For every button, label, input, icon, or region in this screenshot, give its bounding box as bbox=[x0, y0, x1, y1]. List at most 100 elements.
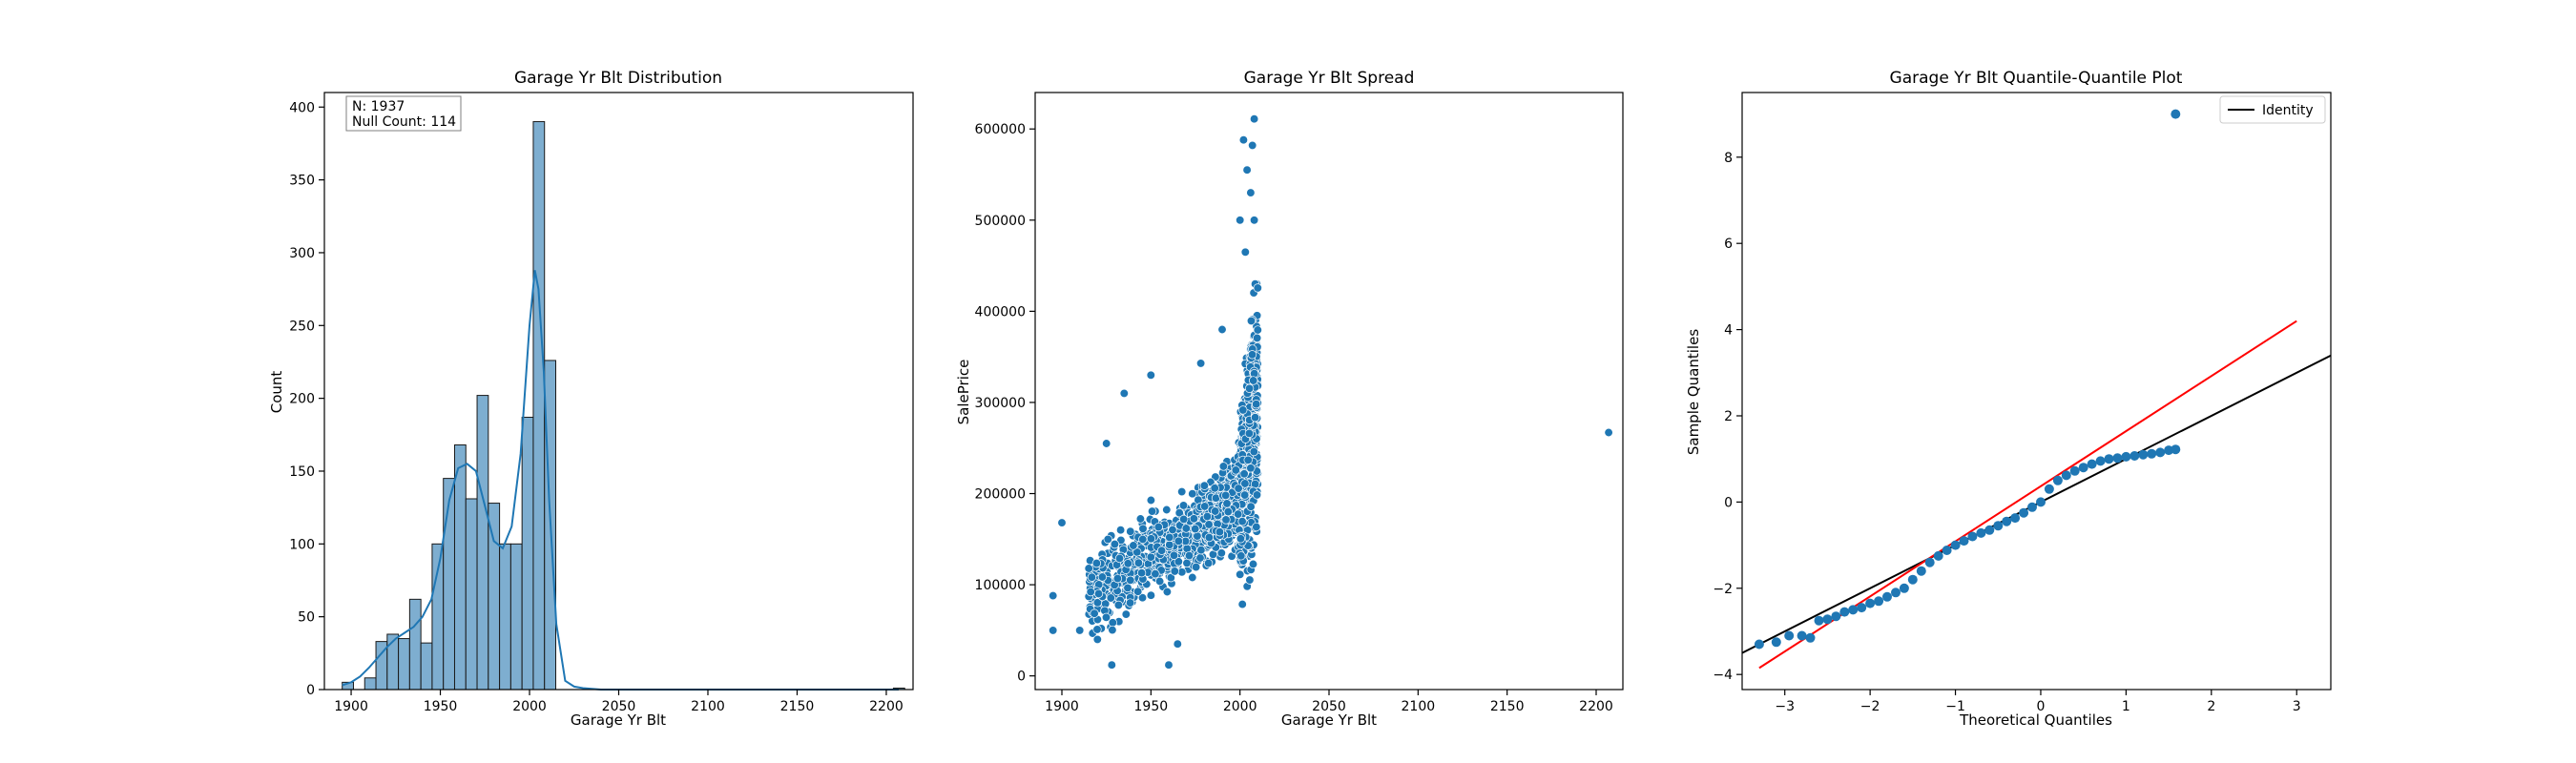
quantile-point bbox=[1771, 637, 1781, 648]
quantile-point bbox=[2147, 448, 2157, 459]
scatter-point bbox=[1216, 548, 1226, 558]
scatter-point bbox=[1246, 316, 1257, 326]
scatter-point bbox=[1249, 114, 1259, 124]
spread-xtick-label: 2000 bbox=[1223, 699, 1257, 714]
histogram-bar bbox=[453, 443, 467, 691]
spread-xlabel: Garage Yr Blt bbox=[1281, 711, 1377, 729]
scatter-point bbox=[1223, 506, 1233, 517]
histogram-xtick-label: 1900 bbox=[334, 699, 368, 714]
scatter-point bbox=[1218, 462, 1229, 471]
identity-line bbox=[1742, 354, 2331, 654]
quantile-point bbox=[2171, 444, 2181, 455]
scatter-point bbox=[1129, 541, 1138, 550]
quantile-point bbox=[1882, 591, 1892, 602]
scatter-point bbox=[1196, 546, 1206, 555]
spread-xtick-label: 2100 bbox=[1402, 699, 1436, 714]
scatter-point bbox=[1173, 639, 1182, 649]
scatter-point bbox=[1222, 499, 1232, 508]
quantile-point bbox=[1976, 527, 1986, 538]
quantile-point bbox=[2171, 109, 2181, 119]
scatter-point bbox=[1252, 333, 1262, 343]
quantile-point bbox=[2138, 449, 2149, 460]
scatter-point bbox=[1138, 524, 1148, 533]
n-annotation: N: 1937 bbox=[352, 99, 405, 114]
quantile-point bbox=[1924, 557, 1935, 567]
scatter-point bbox=[1174, 557, 1183, 567]
histogram-ytick-label: 400 bbox=[289, 100, 315, 115]
scatter-point bbox=[1237, 517, 1247, 526]
histogram-xtick-label: 2100 bbox=[691, 699, 725, 714]
quantile-point bbox=[1993, 521, 2004, 531]
quantile-point bbox=[2155, 447, 2166, 458]
scatter-point bbox=[1249, 446, 1258, 457]
scatter-point bbox=[1162, 505, 1172, 515]
scatter-point bbox=[1204, 520, 1214, 529]
spread-xtick-label: 2050 bbox=[1312, 699, 1346, 714]
scatter-point bbox=[1244, 428, 1255, 439]
scatter-point bbox=[1182, 558, 1192, 568]
kde-curve bbox=[342, 270, 899, 691]
scatter-point bbox=[1146, 534, 1156, 544]
scatter-point bbox=[1189, 514, 1199, 524]
scatter-point bbox=[1049, 626, 1058, 635]
scatter-point bbox=[1248, 559, 1258, 569]
scatter-point bbox=[1249, 216, 1259, 225]
quantile-point bbox=[1848, 605, 1859, 615]
histogram-bar bbox=[532, 121, 546, 691]
spread-xtick-label: 2150 bbox=[1490, 699, 1525, 714]
scatter-point bbox=[1236, 569, 1245, 579]
scatter-point bbox=[1238, 405, 1248, 415]
scatter-point bbox=[1153, 522, 1163, 532]
histogram-ytick-label: 150 bbox=[289, 464, 315, 480]
scatter-point bbox=[1246, 502, 1256, 511]
quantile-point bbox=[1933, 550, 1943, 561]
legend-identity-label: Identity bbox=[2262, 103, 2314, 118]
quantile-point bbox=[1874, 596, 1884, 607]
scatter-point bbox=[1252, 400, 1261, 409]
scatter-point bbox=[1245, 575, 1255, 585]
qq-ytick-label: 4 bbox=[1724, 323, 1733, 339]
quantile-point bbox=[2069, 465, 2080, 476]
scatter-point bbox=[1604, 427, 1613, 438]
scatter-point bbox=[1133, 587, 1143, 596]
scatter-point bbox=[1250, 413, 1260, 423]
scatter-point bbox=[1154, 576, 1165, 587]
scatter-point bbox=[1107, 660, 1116, 670]
qq-xtick-label: −1 bbox=[1945, 699, 1965, 714]
histogram-bar bbox=[443, 478, 455, 691]
scatter-point bbox=[1200, 502, 1210, 511]
histogram-panel: Garage Yr Blt Distribution Garage Yr Blt… bbox=[268, 69, 914, 729]
histogram-xtick-label: 2150 bbox=[780, 699, 815, 714]
quantile-point bbox=[2121, 451, 2131, 462]
scatter-point bbox=[1243, 455, 1253, 464]
scatter-point bbox=[1126, 526, 1135, 536]
histogram-bar bbox=[408, 598, 422, 691]
scatter-point bbox=[1125, 598, 1135, 608]
scatter-point bbox=[1121, 609, 1131, 619]
scatter-point bbox=[1166, 573, 1175, 583]
qq-ylabel: Sample Quantiles bbox=[1685, 329, 1702, 455]
quantile-point bbox=[2112, 453, 2123, 464]
scatter-point bbox=[1170, 567, 1179, 576]
quantile-point bbox=[2019, 507, 2029, 518]
scatter-point bbox=[1234, 509, 1243, 519]
scatter-point bbox=[1162, 587, 1173, 597]
scatter-point bbox=[1091, 558, 1102, 568]
qq-xlabel: Theoretical Quantiles bbox=[1959, 711, 2112, 729]
scatter-point bbox=[1136, 568, 1147, 578]
scatter-point bbox=[1164, 660, 1174, 670]
scatter-point bbox=[1102, 439, 1111, 448]
spread-ylabel: SalePrice bbox=[955, 360, 972, 425]
scatter-point bbox=[1240, 247, 1250, 257]
histogram-ytick-label: 250 bbox=[289, 319, 315, 334]
scatter-point bbox=[1210, 484, 1219, 493]
scatter-point bbox=[1049, 590, 1058, 601]
scatter-point bbox=[1092, 634, 1102, 645]
histogram-ytick-label: 300 bbox=[289, 246, 315, 261]
quantile-point bbox=[1899, 583, 1909, 593]
scatter-point bbox=[1084, 564, 1093, 573]
scatter-point bbox=[1123, 583, 1132, 593]
scatter-point bbox=[1195, 553, 1205, 563]
histogram-bar bbox=[499, 543, 511, 691]
scatter-point bbox=[1215, 527, 1225, 537]
